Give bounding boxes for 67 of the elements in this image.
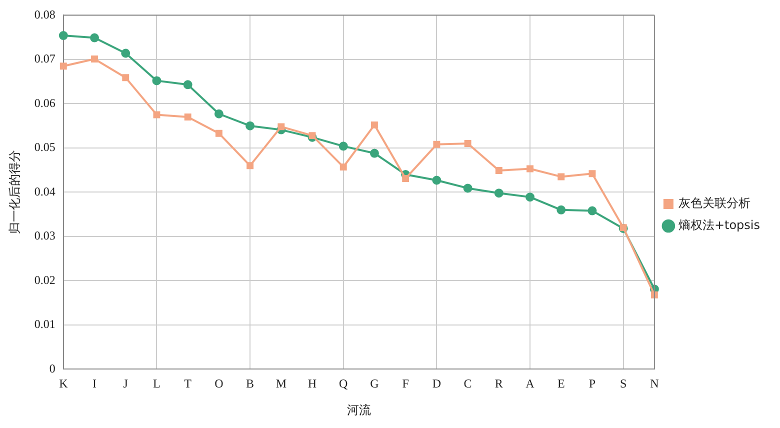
point xyxy=(338,142,348,151)
y-tick-label: 0.02 xyxy=(34,272,56,287)
point xyxy=(588,170,596,178)
point xyxy=(246,162,254,170)
point xyxy=(278,123,285,130)
point xyxy=(402,175,410,182)
y-tick-label: 0.07 xyxy=(34,52,56,66)
x-tick-label: Q xyxy=(339,376,348,391)
point xyxy=(556,205,566,214)
point xyxy=(371,121,378,128)
point xyxy=(152,76,162,86)
point xyxy=(432,176,442,185)
legend-label: 熵权法+topsis xyxy=(678,218,760,232)
x-tick-label: M xyxy=(276,376,287,391)
point xyxy=(184,114,192,120)
x-tick-label: P xyxy=(588,376,596,391)
x-tick-label: K xyxy=(59,376,68,391)
x-tick-label: S xyxy=(620,376,627,391)
point xyxy=(60,62,67,70)
x-tick-label: G xyxy=(370,376,380,391)
point xyxy=(463,184,472,193)
point xyxy=(122,74,130,82)
y-tick-label: 0.01 xyxy=(34,317,56,332)
x-tick-label: F xyxy=(402,376,410,391)
point xyxy=(58,31,68,40)
point xyxy=(340,164,347,170)
legend-label: 灰色关联分析 xyxy=(678,196,750,210)
point xyxy=(526,192,535,202)
point xyxy=(495,167,502,174)
y-tick-label: 0.04 xyxy=(34,184,56,198)
point xyxy=(183,80,192,90)
x-tick-label: E xyxy=(557,376,565,391)
point xyxy=(526,165,534,172)
x-tick-label: J xyxy=(123,376,128,391)
point xyxy=(464,140,472,147)
x-tick-label: H xyxy=(308,376,317,391)
y-axis-title: 归一化后的得分 xyxy=(7,150,22,234)
point xyxy=(121,48,130,58)
x-tick-label: C xyxy=(464,376,472,391)
x-tick-label: L xyxy=(153,376,160,391)
x-axis-title: 河流 xyxy=(346,402,371,417)
y-tick-label: 0.03 xyxy=(34,228,56,243)
x-tick-label: R xyxy=(494,376,503,391)
point xyxy=(370,148,379,158)
x-tick-label: O xyxy=(214,376,224,391)
point xyxy=(308,132,316,140)
x-tick-label: A xyxy=(526,376,535,391)
y-tick-label: 0.05 xyxy=(34,140,56,154)
x-tick-label: D xyxy=(432,376,442,391)
point xyxy=(215,130,222,137)
point xyxy=(558,173,565,180)
point xyxy=(246,121,255,130)
point xyxy=(433,140,440,148)
y-tick-label: 0 xyxy=(49,361,56,376)
point xyxy=(588,206,597,216)
point xyxy=(91,56,98,62)
y-tick-label: 0.08 xyxy=(34,7,56,22)
point xyxy=(90,33,100,42)
x-tick-label: B xyxy=(246,376,254,391)
x-tick-label: I xyxy=(92,376,97,391)
x-tick-label: N xyxy=(650,376,660,391)
point xyxy=(153,111,160,118)
point xyxy=(214,109,224,118)
point xyxy=(494,188,504,198)
y-tick-label: 0.06 xyxy=(34,96,56,110)
x-tick-label: T xyxy=(184,376,192,391)
point xyxy=(650,291,658,298)
